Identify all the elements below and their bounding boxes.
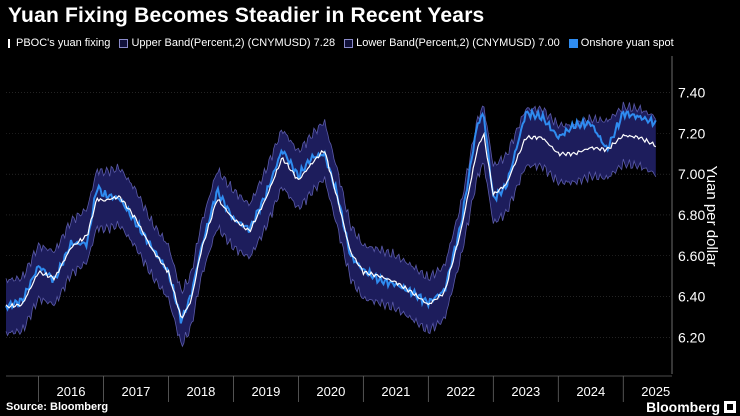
chart-title: Yuan Fixing Becomes Steadier in Recent Y… <box>8 4 485 27</box>
y-tick-label: 6.20 <box>678 329 705 345</box>
y-tick-label: 7.20 <box>678 125 705 141</box>
y-tick-label: 7.00 <box>678 166 705 182</box>
legend-swatch-spot <box>568 38 578 48</box>
legend: PBOC's yuan fixing Upper Band(Percent,2)… <box>8 37 680 51</box>
source-note: Source: Bloomberg <box>6 401 109 413</box>
y-tick-label: 6.40 <box>678 289 705 305</box>
legend-item-spot: Onshore yuan spot <box>568 37 674 49</box>
brand-logo: Bloomberg <box>646 399 736 415</box>
series-upper-band <box>5 101 657 295</box>
band-area <box>6 101 656 347</box>
y-tick-label: 6.60 <box>678 248 705 264</box>
legend-label-upper: Upper Band(Percent,2) (CNYMUSD) 7.28 <box>131 37 336 49</box>
legend-label-spot: Onshore yuan spot <box>580 37 674 49</box>
x-tick-label: 2019 <box>251 384 280 399</box>
x-tick-label: 2020 <box>316 384 345 399</box>
legend-item-upper: Upper Band(Percent,2) (CNYMUSD) 7.28 <box>119 37 335 49</box>
y-axis-label: Yuan per dollar <box>703 166 720 267</box>
legend-swatch-lower <box>344 38 354 48</box>
y-tick-label: 6.80 <box>678 207 705 223</box>
series-pboc-fixing <box>5 131 657 319</box>
legend-label-fixing: PBOC's yuan fixing <box>16 37 111 49</box>
legend-swatch-upper <box>119 38 129 48</box>
x-tick-label: 2021 <box>381 384 410 399</box>
x-tick-label: 2017 <box>121 384 150 399</box>
legend-item-lower: Lower Band(Percent,2) (CNYMUSD) 7.00 <box>344 37 560 49</box>
x-tick-label: 2024 <box>576 384 605 399</box>
y-tick-label: 7.40 <box>678 85 705 101</box>
x-tick-label: 2022 <box>446 384 475 399</box>
legend-label-lower: Lower Band(Percent,2) (CNYMUSD) 7.00 <box>356 37 560 49</box>
bloomberg-mark-icon <box>724 401 736 413</box>
x-tick-label: 2016 <box>57 384 86 399</box>
x-tick-label: 2023 <box>511 384 540 399</box>
x-tick-label: 2018 <box>186 384 215 399</box>
brand-name: Bloomberg <box>646 399 720 415</box>
legend-item-fixing: PBOC's yuan fixing <box>8 37 110 49</box>
legend-swatch-fixing <box>8 38 13 48</box>
x-tick-label: 2025 <box>641 384 670 399</box>
series-lower-band <box>5 158 657 348</box>
